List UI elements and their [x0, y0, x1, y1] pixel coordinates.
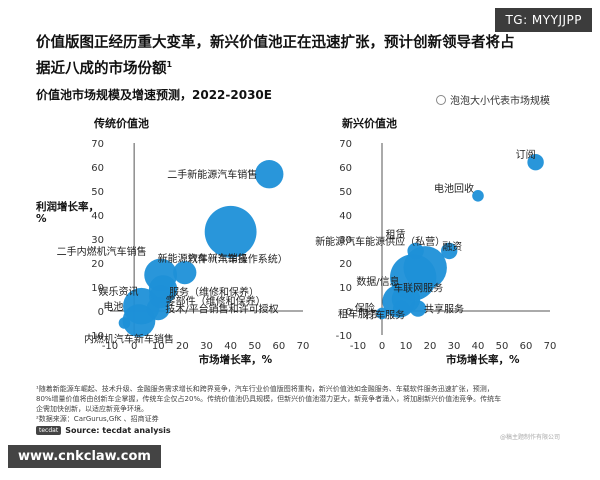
- legend-label: 泡泡大小代表市场规模: [450, 96, 550, 107]
- site-url-watermark: www.cnkclaw.com: [8, 445, 161, 468]
- x-tick-label: 20: [176, 341, 189, 352]
- y-axis-label-unit: %: [36, 213, 47, 225]
- x-tick-label: 60: [273, 341, 286, 352]
- bubble-label: 融资: [442, 241, 462, 253]
- telegram-watermark: TG: MYYJJPP: [495, 8, 592, 32]
- x-tick-label: 70: [544, 341, 557, 352]
- x-tick-label: 60: [520, 341, 533, 352]
- x-tick-label: 50: [248, 341, 261, 352]
- chart-title: 传统价值池: [93, 116, 149, 130]
- bubble-label: 保险: [355, 301, 375, 314]
- headline-line1: 价值版图正经历重大变革，新兴价值池正在迅速扩张，预计创新领导者将占: [36, 35, 515, 51]
- y-tick-label: -10: [336, 331, 352, 342]
- x-tick-label: 40: [472, 341, 485, 352]
- y-axis-label: 利润增长率，: [36, 200, 99, 213]
- y-tick-label: 50: [339, 187, 352, 198]
- bubble-label: 内燃机汽车新车销售: [84, 333, 174, 346]
- bubble-label: 软件（汽车操作系统）: [188, 253, 288, 266]
- footnotes: ¹随着新能源车崛起、技术升级、金融服务需求增长和跨界竞争，汽车行业价值版图将重构…: [36, 384, 566, 424]
- legend: 泡泡大小代表市场规模: [436, 92, 550, 107]
- y-tick-label: 20: [91, 259, 104, 270]
- bubble-label: 打车服务: [365, 309, 405, 322]
- x-axis-label: 市场增长率，%: [446, 353, 520, 366]
- y-tick-label: 60: [91, 163, 104, 174]
- y-tick-label: 10: [339, 283, 352, 294]
- footnote-line: ¹随着新能源车崛起、技术升级、金融服务需求增长和跨界竞争，汽车行业价值版图将重构…: [36, 385, 494, 393]
- bubble-label: 技术/平台销售和许可授权: [165, 303, 278, 316]
- x-tick-label: 0: [379, 341, 385, 352]
- y-tick-label: 10: [91, 283, 104, 294]
- headline-superscript: 1: [166, 60, 173, 69]
- bubble-label: 新能源汽车新车销售: [158, 252, 248, 265]
- bubble: [118, 317, 131, 329]
- y-tick-label: 40: [339, 211, 352, 222]
- bubble-label: 共享服务: [424, 303, 464, 316]
- bubble: [376, 307, 388, 320]
- bubble: [122, 304, 156, 337]
- bottom-watermark-bar: www.cnkclaw.com: [0, 445, 600, 471]
- bubble-label: 租车服务: [338, 307, 378, 320]
- bubble-label: 新能源汽车能源供应（私营）: [315, 235, 445, 248]
- bubble-label: 数据/信息: [356, 275, 399, 288]
- footnote-line: 企需加快创新，以适应新竞争环境。: [36, 405, 148, 413]
- chart-subtitle: 价值池市场规模及增速预测，2022-2030E: [36, 88, 272, 102]
- footnote-source-line: ²数据来源：CarGurus,GfK 、招商证券: [36, 415, 159, 423]
- x-axis-label: 市场增长率，%: [199, 353, 273, 366]
- small-watermark: @稿主题制作有限公司: [499, 434, 560, 441]
- bubble: [441, 242, 458, 260]
- bubble-label: 电池: [103, 300, 123, 313]
- bubble-legend-icon: [436, 94, 446, 105]
- bubble-label: 电池回收: [434, 182, 474, 195]
- bubble: [527, 154, 544, 171]
- bubble-label: 二手新能源汽车销售: [167, 168, 257, 181]
- bubble: [146, 297, 170, 321]
- y-tick-label: 30: [91, 235, 104, 246]
- x-tick-label: 20: [424, 341, 437, 352]
- bubble-label: 二手内燃机汽车销售: [57, 245, 147, 258]
- y-tick-label: -10: [88, 331, 104, 342]
- bubble-label: 零部件（维修和保养）: [166, 295, 266, 308]
- x-tick-label: 0: [131, 341, 137, 352]
- y-tick-label: 70: [91, 139, 104, 150]
- bubble: [255, 159, 284, 189]
- tecdat-logo: tecdat: [36, 426, 62, 435]
- x-tick-label: 10: [152, 341, 165, 352]
- y-tick-label: 70: [339, 139, 352, 150]
- x-tick-label: -10: [350, 341, 366, 352]
- bubble: [173, 261, 197, 285]
- chart-title: 新兴价值池: [342, 116, 397, 130]
- source-text: Source: tecdat analysis: [65, 426, 171, 435]
- bubble: [409, 300, 427, 317]
- footnote-line: 80%增量价值将由创新车企掌握，传统车企仅占20%。传统价值池仍具规模，但新兴价…: [36, 395, 502, 403]
- bubble-label: 娱乐资讯: [98, 285, 138, 298]
- x-tick-label: 40: [224, 341, 237, 352]
- y-tick-label: 0: [98, 307, 104, 318]
- y-tick-label: 50: [91, 187, 104, 198]
- y-tick-label: 20: [339, 259, 352, 270]
- bubble: [407, 242, 424, 260]
- bubble: [472, 190, 484, 202]
- headline-line2: 据近八成的市场份额: [36, 60, 167, 77]
- x-tick-label: 30: [448, 341, 461, 352]
- y-tick-label: 0: [346, 307, 352, 318]
- x-tick-label: 70: [297, 341, 310, 352]
- x-tick-label: 50: [496, 341, 509, 352]
- headline: 价值版图正经历重大变革，新兴价值池正在迅速扩张，预计创新领导者将占 据近八成的市…: [36, 32, 556, 80]
- bubble-label: 订阅: [516, 148, 536, 161]
- bubble-label: 服务（维修和保养）: [169, 285, 259, 298]
- bubble: [393, 300, 410, 317]
- bubble: [204, 205, 257, 258]
- x-tick-label: 30: [200, 341, 213, 352]
- bubble-label: 车联网服务: [393, 281, 443, 294]
- y-tick-label: 30: [339, 235, 352, 246]
- y-tick-label: 60: [339, 163, 352, 174]
- bubble-label: 租赁: [386, 228, 406, 241]
- source-line: tecdat Source: tecdat analysis: [36, 426, 171, 435]
- x-tick-label: -10: [102, 341, 118, 352]
- y-tick-label: 40: [91, 211, 104, 222]
- x-tick-label: 10: [400, 341, 413, 352]
